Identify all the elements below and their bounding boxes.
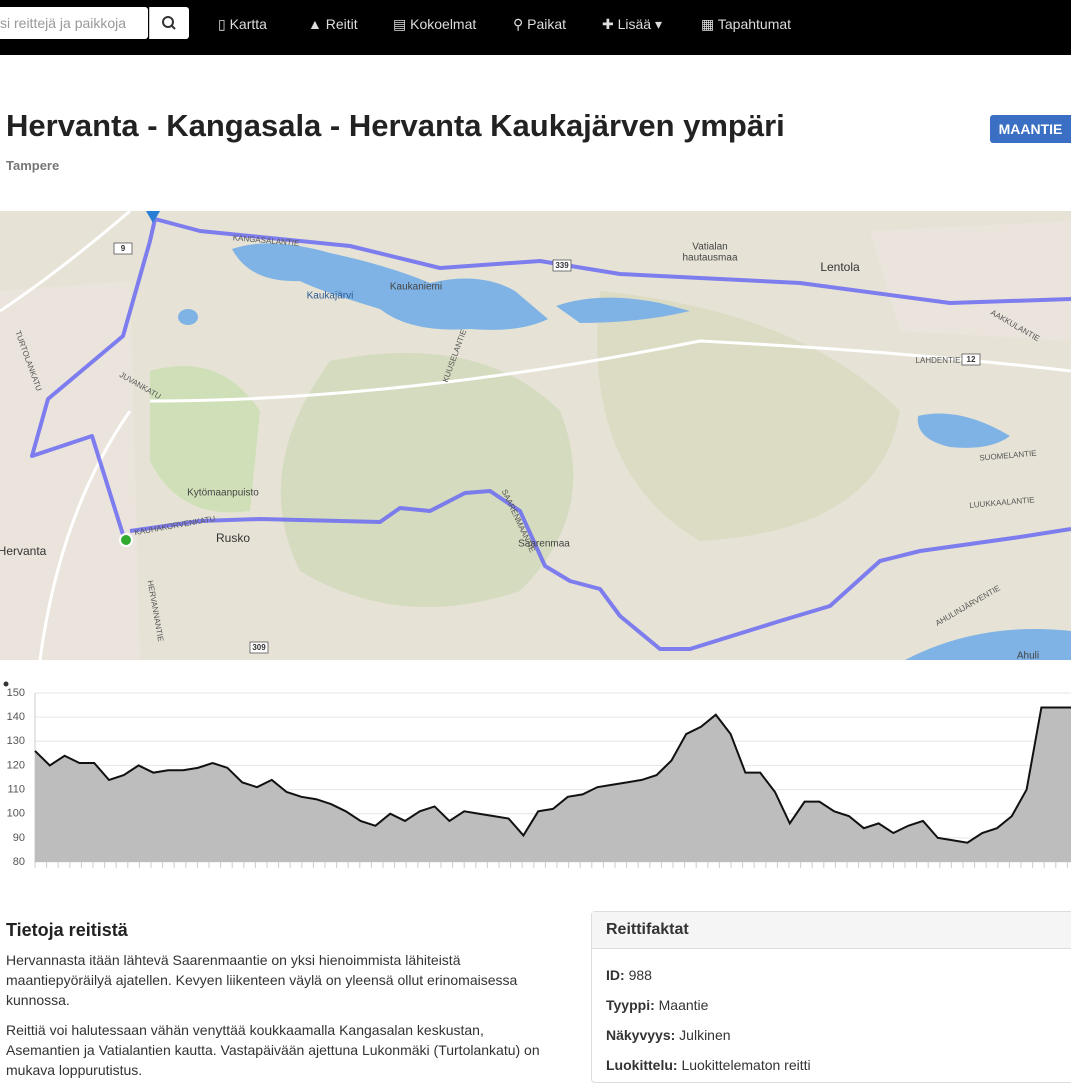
map-label: Ahuli — [1017, 651, 1039, 660]
nav-label: Kokoelmat — [410, 16, 477, 32]
search-button[interactable] — [149, 7, 189, 39]
y-tick-label: 110 — [7, 783, 25, 795]
search-input[interactable]: si reittejä ja paikkoja — [0, 7, 148, 39]
map-label: LAHDENTIE — [916, 356, 961, 365]
fact-value: Luokittelematon reitti — [681, 1057, 811, 1073]
elevation-line — [34, 706, 1071, 844]
elevation-chart: 80 90 100 110 120 130 140 150 — [3, 681, 1071, 868]
facts-panel: Reittifaktat ID: 988 Tyyppi: Maantie Näk… — [591, 911, 1071, 1083]
chart-dot — [3, 681, 9, 687]
map-label: 9 — [121, 244, 126, 253]
y-tick-label: 150 — [7, 687, 25, 699]
park — [150, 366, 260, 513]
lake — [905, 628, 1071, 660]
y-tick-label: 100 — [7, 808, 25, 820]
y-tick-label: 130 — [7, 735, 25, 747]
forest — [597, 291, 900, 541]
lake — [232, 243, 548, 330]
end-marker — [146, 211, 160, 223]
navbar: si reittejä ja paikkoja ▯ Kartta ▲ Reiti… — [0, 0, 1071, 55]
map-label: 309 — [252, 643, 266, 652]
road-shield — [552, 259, 572, 272]
y-tick-label: 90 — [13, 832, 25, 844]
lake — [178, 309, 198, 325]
map-label: Rusko — [216, 531, 250, 545]
nav-item[interactable]: ▲ Reitit — [308, 16, 358, 32]
fact-label: Tyyppi: — [606, 997, 655, 1013]
fact-row: Tyyppi: Maantie — [606, 997, 708, 1013]
fact-row: ID: 988 — [606, 967, 652, 983]
nav-item[interactable]: ✚ Lisää ▾ — [602, 16, 663, 32]
nav-item[interactable]: ▤ Kokoelmat — [393, 16, 477, 32]
forest — [280, 352, 574, 607]
lake — [917, 413, 1010, 448]
fact-value: Julkinen — [679, 1027, 731, 1043]
map-label: Kaukajärvi — [307, 291, 354, 302]
lake — [556, 297, 690, 323]
type-badge: MAANTIE — [990, 115, 1071, 143]
road-shield — [961, 353, 981, 366]
location: Tampere — [6, 158, 60, 173]
fact-value: 988 — [628, 967, 652, 983]
nav-label: Tapahtumat — [717, 16, 792, 32]
fact-row: Luokittelu: Luokittelematon reitti — [606, 1057, 811, 1073]
urban — [870, 221, 1071, 341]
nav-label: Lisää — [617, 16, 652, 32]
info-heading: Tietoja reitistä — [6, 920, 128, 940]
map-label: hautausmaa — [682, 253, 737, 264]
search-icon — [162, 16, 176, 30]
fact-row: Näkyvyys: Julkinen — [606, 1027, 731, 1043]
elevation-area — [35, 707, 1071, 862]
map-label: Kytömaanpuisto — [187, 488, 259, 499]
urban — [0, 281, 140, 660]
road-shield — [249, 641, 269, 654]
y-tick-label: 120 — [7, 759, 25, 771]
y-tick-label: 140 — [7, 711, 25, 723]
road-shield — [113, 242, 133, 255]
road — [0, 211, 1071, 660]
nav-label: Paikat — [527, 16, 567, 32]
nav-label: Kartta — [229, 16, 267, 32]
map-label: Lentola — [820, 260, 860, 274]
map-label: 12 — [967, 355, 976, 364]
info-paragraph: Hervannasta itään lähtevä Saarenmaantie … — [6, 952, 518, 1008]
route — [30, 217, 1071, 651]
nav-item[interactable]: ⚲ Paikat — [513, 16, 567, 32]
y-tick-label: 80 — [13, 856, 25, 868]
nav-label: Reitit — [325, 16, 358, 32]
map-label: Kaukaniemi — [390, 282, 442, 293]
route-title: Hervanta - Kangasala - Hervanta Kaukajär… — [6, 108, 785, 143]
fact-label: ID: — [606, 967, 625, 983]
fact-value: Maantie — [658, 997, 709, 1013]
map-label: Saarenmaa — [518, 539, 570, 550]
nav-item[interactable]: ▦ Tapahtumat — [701, 16, 792, 32]
facts-heading: Reittifaktat — [592, 912, 1071, 949]
nav-item[interactable]: ▯ Kartta — [218, 16, 267, 32]
map-label: 339 — [555, 261, 569, 270]
map-label: Hervanta — [0, 544, 47, 558]
map[interactable]: KANGASALANTIE VatialanhautausmaaLentolaKa… — [0, 211, 1071, 660]
start-marker[interactable] — [119, 533, 133, 547]
info-paragraph: Reittiä voi halutessaan vähän venyttää k… — [6, 1022, 540, 1078]
fact-label: Luokittelu: — [606, 1057, 678, 1073]
fact-label: Näkyvyys: — [606, 1027, 676, 1043]
map-label: Vatialan — [692, 242, 727, 253]
